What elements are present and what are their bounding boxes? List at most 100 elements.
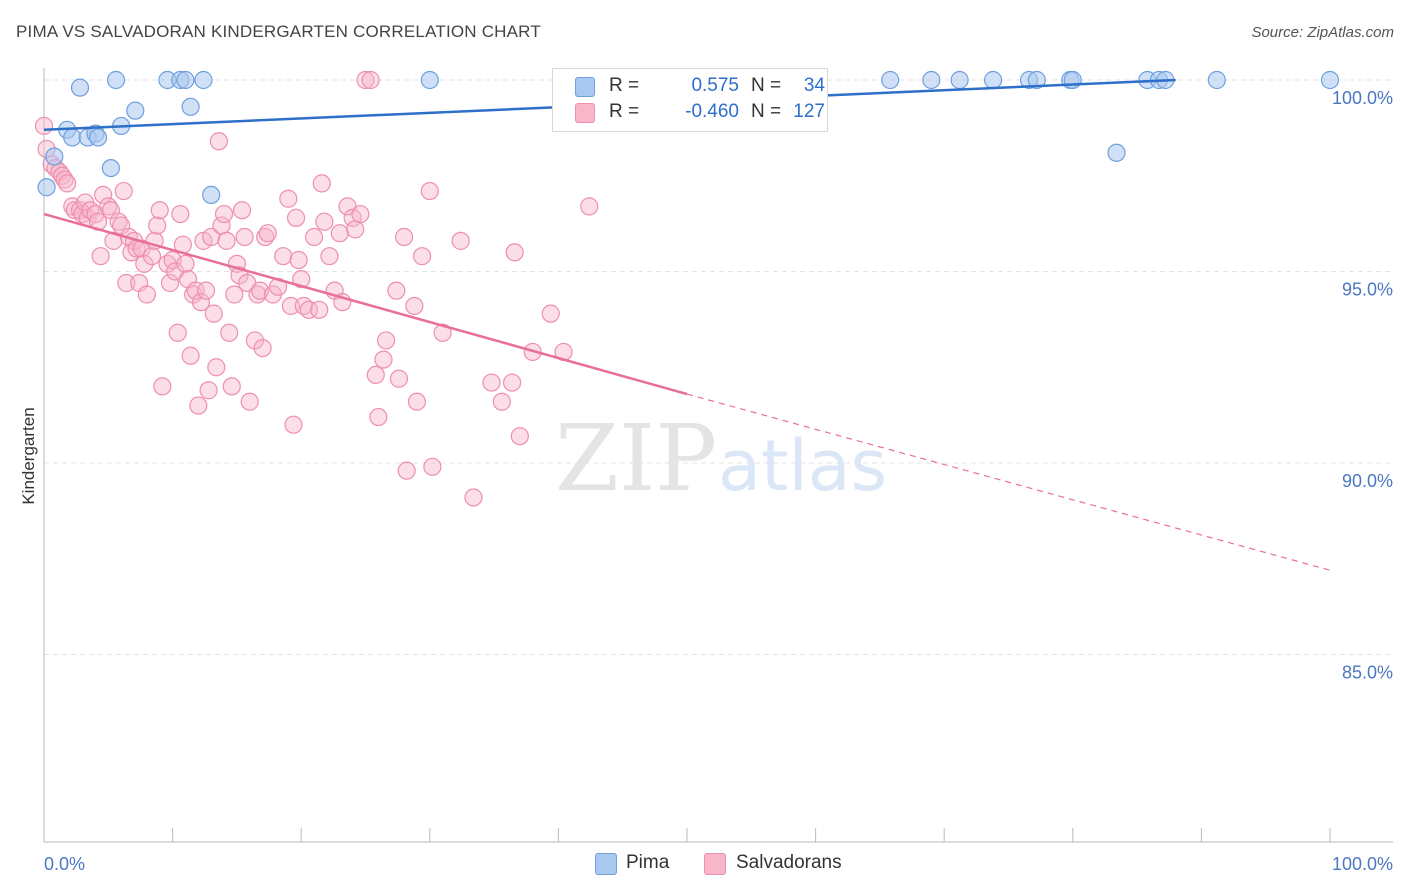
salvadorans-point xyxy=(387,281,406,300)
chart-title: PIMA VS SALVADORAN KINDERGARTEN CORRELAT… xyxy=(16,22,541,41)
legend-n-label: N = xyxy=(751,101,782,122)
x-tick-label-max: 100.0% xyxy=(1332,854,1393,874)
salvadorans-point xyxy=(274,247,293,266)
salvadorans-point xyxy=(196,281,216,300)
salvadorans-point xyxy=(171,204,190,224)
salvadorans-point xyxy=(346,220,365,239)
legend-n-value: 34 xyxy=(803,75,825,96)
salvadorans-trend-extension xyxy=(686,393,1331,571)
x-ticks xyxy=(43,828,1331,842)
salvadorans-point xyxy=(189,396,208,415)
salvadorans-point xyxy=(34,116,54,136)
salvadorans-point xyxy=(299,300,319,319)
salvadorans-point xyxy=(389,369,409,388)
salvadorans-point xyxy=(503,373,522,392)
salvadorans-point xyxy=(304,227,324,247)
legend-r-label: R = xyxy=(609,75,640,96)
salvadorans-point xyxy=(240,392,259,411)
pima-point xyxy=(37,178,56,197)
salvadorans-point xyxy=(186,281,205,300)
salvadorans-point xyxy=(412,247,432,266)
salvadorans-point xyxy=(505,243,524,262)
pima-point xyxy=(420,70,439,90)
y-tick-label: 90.0% xyxy=(1342,471,1393,491)
pima-point xyxy=(63,128,82,147)
salvadorans-point xyxy=(153,377,172,396)
pima-point xyxy=(181,97,200,116)
salvadorans-point xyxy=(117,273,136,293)
salvadorans-point xyxy=(191,293,210,312)
x-tick-labels: 0.0% 100.0% xyxy=(44,854,1393,874)
salvadorans-point xyxy=(245,331,265,350)
salvadorans-point xyxy=(464,488,483,507)
salvadorans-point xyxy=(289,250,308,270)
salvadorans-point xyxy=(207,358,226,377)
legend-n-label: N = xyxy=(751,75,782,96)
watermark: ZIP atlas xyxy=(555,405,887,512)
pima-point xyxy=(176,70,195,90)
salvadorans-point xyxy=(135,254,154,273)
pima-legend-label: Pima xyxy=(626,852,670,873)
salvadorans-point xyxy=(148,216,167,235)
salvadorans-point xyxy=(91,247,110,266)
salvadorans-point xyxy=(58,174,77,193)
salvadorans-point xyxy=(580,197,599,216)
salvadorans-trend-line xyxy=(43,212,688,396)
pima-point xyxy=(1207,70,1226,90)
pima-point xyxy=(126,101,145,120)
salvadorans-swatch xyxy=(575,103,595,123)
pima-legend-swatch xyxy=(595,853,617,875)
salvadorans-point xyxy=(541,304,560,323)
salvadorans-point xyxy=(168,323,187,342)
salvadorans-point xyxy=(281,296,301,316)
correlation-legend: R = 0.575 N = 34 R = -0.460 N = 127 xyxy=(552,68,828,132)
salvadorans-point xyxy=(199,381,218,400)
y-tick-label: 85.0% xyxy=(1342,663,1393,683)
watermark-zip: ZIP xyxy=(555,405,717,512)
pima-point xyxy=(950,70,969,90)
salvadorans-legend-label: Salvadorans xyxy=(736,852,842,873)
pima-point xyxy=(1320,70,1340,90)
pima-point xyxy=(1107,143,1126,162)
salvadorans-point xyxy=(376,331,396,350)
salvadorans-point xyxy=(142,247,162,266)
salvadorans-point xyxy=(492,392,511,411)
salvadorans-point xyxy=(220,323,239,342)
salvadorans-point xyxy=(279,189,298,208)
salvadorans-point xyxy=(510,427,529,446)
salvadorans-point xyxy=(407,392,427,411)
salvadorans-point xyxy=(292,270,311,289)
salvadorans-point xyxy=(214,204,234,224)
salvadorans-point xyxy=(160,273,180,293)
salvadorans-point xyxy=(253,339,272,358)
pima-swatch xyxy=(575,77,595,97)
salvadorans-point xyxy=(232,201,252,220)
pima-point xyxy=(70,78,90,97)
y-tick-label: 95.0% xyxy=(1342,280,1393,300)
axes xyxy=(43,68,1393,843)
watermark-atlas: atlas xyxy=(718,425,887,507)
salvadorans-point xyxy=(258,224,277,243)
salvadorans-point xyxy=(114,181,133,201)
pima-point xyxy=(88,128,108,147)
salvadorans-point xyxy=(209,132,228,151)
pima-point xyxy=(45,147,64,166)
salvadorans-point xyxy=(361,70,380,90)
salvadorans-point xyxy=(423,457,442,476)
salvadorans-points xyxy=(34,70,599,507)
salvadorans-point xyxy=(202,227,221,247)
pima-point xyxy=(983,70,1003,90)
salvadorans-point xyxy=(150,201,169,220)
salvadorans-point xyxy=(181,346,200,365)
salvadorans-point xyxy=(217,231,236,250)
salvadorans-point xyxy=(176,254,195,273)
salvadorans-point xyxy=(482,373,501,392)
salvadorans-point xyxy=(94,185,113,204)
pima-point xyxy=(194,70,213,90)
pima-point xyxy=(1027,70,1046,90)
salvadorans-point xyxy=(137,285,156,304)
legend-n-value: 127 xyxy=(793,101,825,122)
pima-point xyxy=(106,70,126,90)
salvadorans-point xyxy=(204,304,223,323)
